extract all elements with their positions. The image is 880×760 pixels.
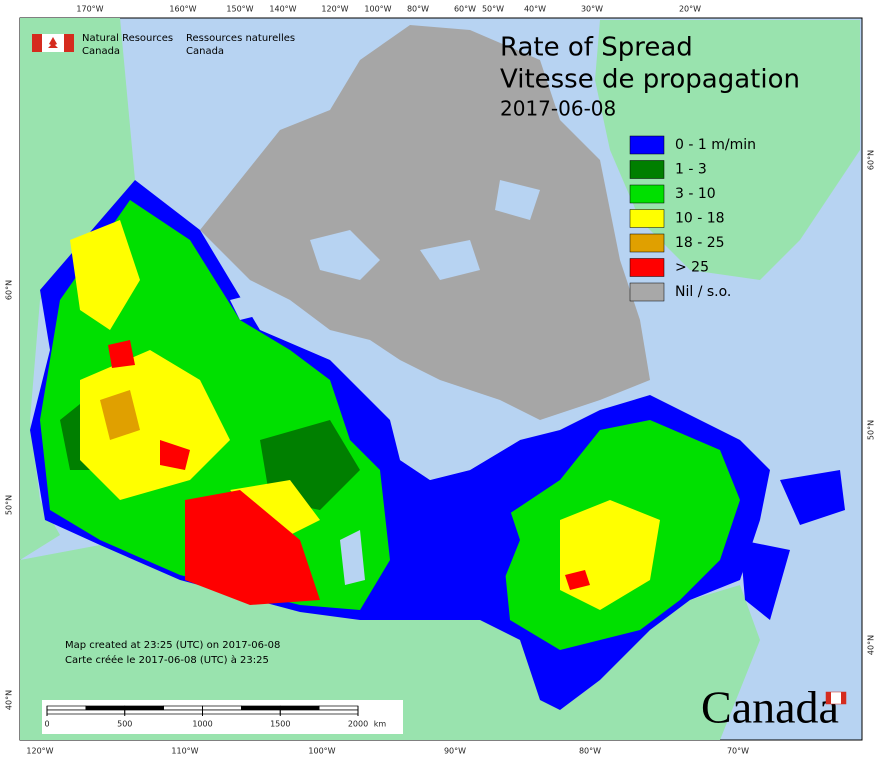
scale-label: 0	[44, 720, 49, 729]
legend-label: 10 - 18	[675, 211, 725, 227]
graticule-label: 100°W	[364, 5, 391, 14]
scale-segment	[124, 709, 203, 715]
graticule-label: 140°W	[269, 5, 296, 14]
scale-segment	[202, 709, 281, 715]
usa	[20, 545, 760, 740]
scale-segment	[46, 709, 126, 715]
wordmark: Canada	[701, 682, 839, 733]
wordmark-flag	[841, 692, 846, 704]
graticule-label: 20°W	[679, 5, 701, 14]
scale-label: 2000	[348, 720, 368, 729]
fire-areas	[40, 200, 740, 650]
agency-fr: Ressources naturelles	[186, 33, 295, 44]
scale-segment	[46, 705, 87, 711]
graticule-label: 50°N	[5, 495, 14, 515]
legend-swatch	[629, 209, 665, 228]
legend-label: 0 - 1 m/min	[675, 137, 756, 153]
hudson-bay	[400, 410, 520, 480]
scale-segment	[241, 705, 281, 711]
graticule-label: 80°W	[579, 747, 601, 756]
legend-label: 3 - 10	[675, 186, 716, 202]
legend-swatch	[629, 184, 665, 204]
flag-bar	[64, 34, 74, 52]
footer: Carte créée le 2017-06-08 (UTC) à 23:25	[65, 654, 269, 666]
graticule-label: 90°W	[444, 747, 466, 756]
graticule-label: 60°N	[867, 150, 876, 170]
graticule-label: 120°W	[321, 5, 348, 14]
flag-bar	[32, 34, 42, 52]
arctic-channels	[310, 180, 540, 280]
graticule-label: 80°W	[407, 5, 429, 14]
graticule-label: 150°W	[226, 5, 253, 14]
scale-unit: km	[374, 720, 387, 729]
graticule-label: 60°W	[454, 5, 476, 14]
legend-swatch	[629, 233, 665, 253]
graticule-label: 100°W	[308, 747, 335, 756]
legend-label: 1 - 3	[675, 162, 707, 178]
fire-area	[108, 340, 320, 605]
fire-area	[70, 220, 320, 540]
annotations: Natural Resources Canada Ressources natu…	[32, 33, 847, 733]
date: 2017-06-08	[500, 97, 616, 121]
basemap	[20, 18, 860, 740]
graticule-label: 50°N	[867, 420, 876, 440]
legend-label: Nil / s.o.	[675, 284, 731, 300]
scale-segment	[163, 705, 203, 711]
flag-leaf	[48, 37, 58, 48]
legend-label: > 25	[675, 260, 709, 276]
scale-bar-bg	[42, 700, 403, 734]
scale-segment	[279, 705, 320, 711]
graticule-label: 160°W	[169, 5, 196, 14]
lake	[230, 290, 365, 585]
legend-swatch	[629, 258, 665, 277]
scale-segment	[202, 705, 242, 711]
graticule-label: 40°W	[524, 5, 546, 14]
graticule-label: 30°W	[581, 5, 603, 14]
alaska	[20, 18, 135, 560]
agency-fr: Canada	[186, 46, 224, 57]
legend-swatch	[629, 282, 665, 302]
fire-area	[100, 390, 140, 440]
graticule-label: 170°W	[76, 5, 103, 14]
agency-en: Natural Resources	[82, 33, 173, 44]
legend-label: 18 - 25	[675, 235, 725, 251]
title: Vitesse de propagation	[500, 65, 800, 95]
graticule-label: 70°W	[727, 747, 749, 756]
footer: Map created at 23:25 (UTC) on 2017-06-08	[65, 640, 280, 651]
arctic-islands	[200, 25, 650, 420]
graticule-label: 40°N	[867, 635, 876, 655]
scale-segment	[279, 709, 359, 715]
scale-label: 1000	[192, 720, 212, 729]
graticule-label: 110°W	[171, 747, 198, 756]
wordmark-flag	[826, 692, 831, 704]
title: Rate of Spread	[500, 33, 693, 63]
graticule-label: 120°W	[26, 747, 53, 756]
legend-swatch	[629, 160, 665, 179]
scale-label: 1500	[270, 720, 290, 729]
scale-segment	[318, 705, 359, 711]
fire-area	[420, 480, 520, 590]
fire-area	[565, 570, 590, 590]
agency-en: Canada	[82, 46, 120, 57]
legend-swatch	[629, 135, 665, 155]
graticule-label: 40°N	[5, 690, 14, 710]
scale-label: 500	[117, 720, 132, 729]
scale-segment	[124, 705, 164, 711]
graticule-label: 50°W	[482, 5, 504, 14]
scale-segment	[85, 705, 126, 711]
graticule-label: 60°N	[5, 280, 14, 300]
atlantic-canada	[740, 470, 845, 620]
